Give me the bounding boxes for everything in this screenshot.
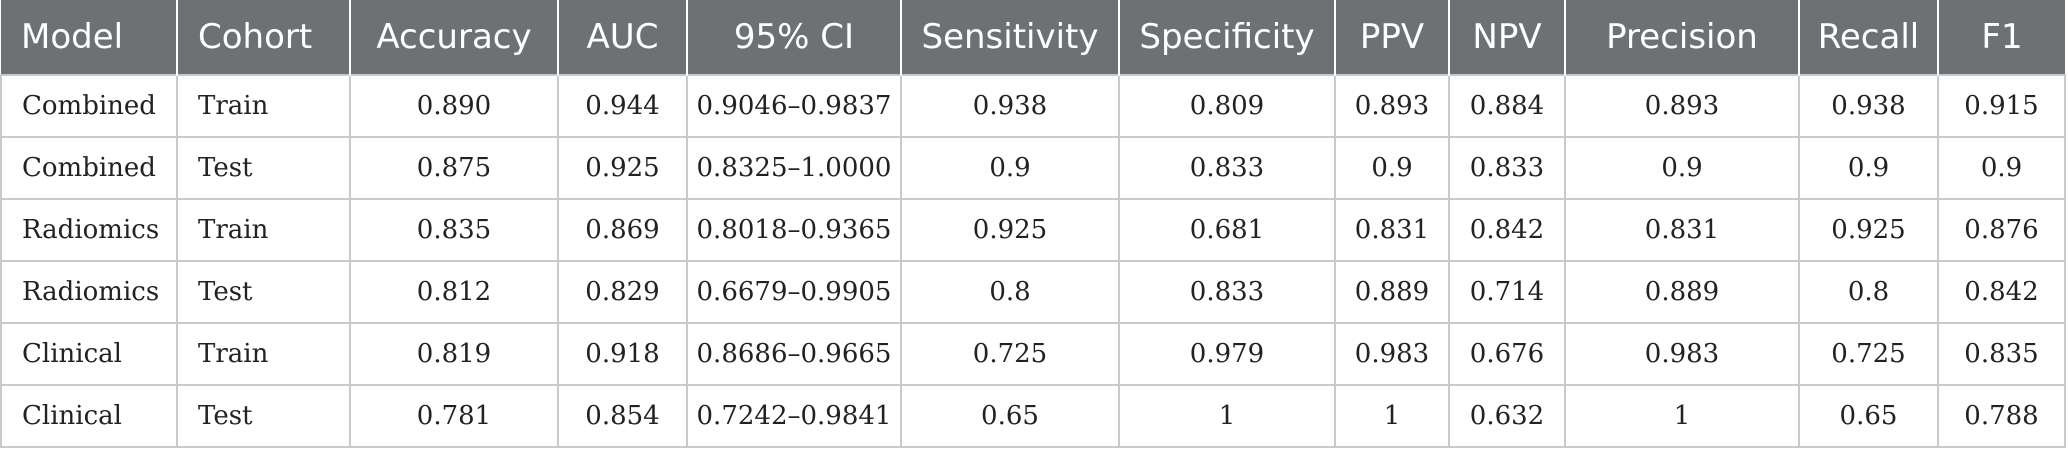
- table-row: Combined Test 0.875 0.925 0.8325–1.0000 0.9 0.…: [0, 136, 2066, 200]
- cell-recall: 0.925: [1798, 198, 1939, 262]
- table-body: Combined Train 0.890 0.944 0.9046–0.9837 0.93…: [0, 74, 2066, 448]
- cell-precision: 1: [1564, 384, 1800, 448]
- cell-ppv: 0.893: [1334, 74, 1450, 138]
- cell-f1: 0.788: [1937, 384, 2066, 448]
- cell-precision: 0.983: [1564, 322, 1800, 386]
- cell-sensitivity: 0.8: [900, 260, 1120, 324]
- cell-specificity: 0.979: [1118, 322, 1336, 386]
- cell-sensitivity: 0.938: [900, 74, 1120, 138]
- cell-precision: 0.831: [1564, 198, 1800, 262]
- cell-auc: 0.925: [557, 136, 688, 200]
- cell-ppv: 0.831: [1334, 198, 1450, 262]
- column-header-model: Model: [1, 0, 178, 75]
- column-header-recall: Recall: [1799, 0, 1939, 75]
- cell-precision: 0.9: [1564, 136, 1800, 200]
- table-row: Clinical Test 0.781 0.854 0.7242–0.9841 0.65 1…: [0, 384, 2066, 448]
- column-header-npv: NPV: [1449, 0, 1566, 75]
- cell-cohort: Test: [176, 136, 351, 200]
- cell-npv: 0.842: [1448, 198, 1566, 262]
- cell-precision: 0.893: [1564, 74, 1800, 138]
- column-header-ci: 95% CI: [687, 0, 902, 75]
- cell-recall: 0.65: [1798, 384, 1939, 448]
- cell-accuracy: 0.812: [349, 260, 559, 324]
- column-header-accuracy: Accuracy: [350, 0, 559, 75]
- cell-accuracy: 0.890: [349, 74, 559, 138]
- cell-ppv: 1: [1334, 384, 1450, 448]
- cell-npv: 0.833: [1448, 136, 1566, 200]
- cell-recall: 0.938: [1798, 74, 1939, 138]
- cell-sensitivity: 0.9: [900, 136, 1120, 200]
- cell-model: Radiomics: [0, 198, 178, 262]
- cell-recall: 0.9: [1798, 136, 1939, 200]
- cell-cohort: Train: [176, 74, 351, 138]
- cell-precision: 0.889: [1564, 260, 1800, 324]
- cell-npv: 0.884: [1448, 74, 1566, 138]
- cell-ci: 0.9046–0.9837: [686, 74, 902, 138]
- column-header-specificity: Specificity: [1119, 0, 1336, 75]
- cell-accuracy: 0.781: [349, 384, 559, 448]
- cell-cohort: Test: [176, 260, 351, 324]
- cell-specificity: 0.681: [1118, 198, 1336, 262]
- column-header-cohort: Cohort: [177, 0, 351, 75]
- cell-npv: 0.714: [1448, 260, 1566, 324]
- cell-auc: 0.854: [557, 384, 688, 448]
- cell-f1: 0.876: [1937, 198, 2066, 262]
- cell-specificity: 1: [1118, 384, 1336, 448]
- cell-f1: 0.842: [1937, 260, 2066, 324]
- cell-sensitivity: 0.925: [900, 198, 1120, 262]
- cell-f1: 0.915: [1937, 74, 2066, 138]
- table-row: Radiomics Train 0.835 0.869 0.8018–0.9365 0.9…: [0, 198, 2066, 262]
- cell-cohort: Train: [176, 322, 351, 386]
- cell-accuracy: 0.835: [349, 198, 559, 262]
- cell-recall: 0.8: [1798, 260, 1939, 324]
- table-row: Clinical Train 0.819 0.918 0.8686–0.9665 0.72…: [0, 322, 2066, 386]
- cell-specificity: 0.833: [1118, 260, 1336, 324]
- cell-auc: 0.944: [557, 74, 688, 138]
- metrics-table: Model Cohort Accuracy AUC 95% CI Sensiti…: [0, 0, 2066, 448]
- cell-model: Clinical: [0, 322, 178, 386]
- cell-ci: 0.8686–0.9665: [686, 322, 902, 386]
- cell-specificity: 0.809: [1118, 74, 1336, 138]
- cell-auc: 0.829: [557, 260, 688, 324]
- cell-model: Combined: [0, 74, 178, 138]
- cell-npv: 0.676: [1448, 322, 1566, 386]
- cell-model: Clinical: [0, 384, 178, 448]
- cell-ci: 0.7242–0.9841: [686, 384, 902, 448]
- table-row: Combined Train 0.890 0.944 0.9046–0.9837 0.93…: [0, 74, 2066, 138]
- cell-accuracy: 0.875: [349, 136, 559, 200]
- cell-recall: 0.725: [1798, 322, 1939, 386]
- cell-ppv: 0.889: [1334, 260, 1450, 324]
- column-header-precision: Precision: [1565, 0, 1800, 75]
- cell-cohort: Train: [176, 198, 351, 262]
- column-header-auc: AUC: [558, 0, 688, 75]
- cell-sensitivity: 0.65: [900, 384, 1120, 448]
- cell-npv: 0.632: [1448, 384, 1566, 448]
- cell-specificity: 0.833: [1118, 136, 1336, 200]
- cell-sensitivity: 0.725: [900, 322, 1120, 386]
- cell-ci: 0.8325–1.0000: [686, 136, 902, 200]
- cell-auc: 0.918: [557, 322, 688, 386]
- cell-ppv: 0.983: [1334, 322, 1450, 386]
- cell-ppv: 0.9: [1334, 136, 1450, 200]
- cell-model: Radiomics: [0, 260, 178, 324]
- column-header-f1: F1: [1938, 0, 2065, 75]
- cell-f1: 0.835: [1937, 322, 2066, 386]
- column-header-ppv: PPV: [1335, 0, 1450, 75]
- column-header-sensitivity: Sensitivity: [901, 0, 1120, 75]
- cell-ci: 0.8018–0.9365: [686, 198, 902, 262]
- header-row: Model Cohort Accuracy AUC 95% CI Sensiti…: [1, 0, 2065, 75]
- cell-model: Combined: [0, 136, 178, 200]
- cell-accuracy: 0.819: [349, 322, 559, 386]
- cell-ci: 0.6679–0.9905: [686, 260, 902, 324]
- table-row: Radiomics Test 0.812 0.829 0.6679–0.9905 0.8 0…: [0, 260, 2066, 324]
- cell-cohort: Test: [176, 384, 351, 448]
- cell-auc: 0.869: [557, 198, 688, 262]
- cell-f1: 0.9: [1937, 136, 2066, 200]
